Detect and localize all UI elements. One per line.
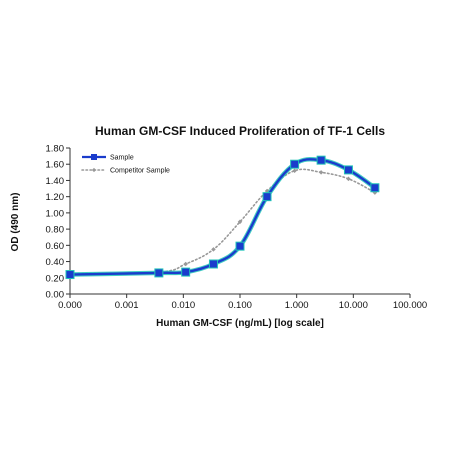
x-tick-label: 0.001	[115, 300, 139, 311]
y-tick-label: 1.60	[46, 160, 65, 171]
series-line-glow	[67, 157, 378, 277]
series-sample	[65, 155, 380, 280]
plot-area	[65, 155, 380, 280]
data-point	[154, 268, 164, 278]
chart-title: Human GM-CSF Induced Proliferation of TF…	[95, 124, 385, 138]
x-tick-label: 10.000	[339, 300, 368, 311]
x-tick-label: 100.000	[393, 300, 427, 311]
data-point	[208, 259, 218, 269]
data-point	[346, 176, 351, 182]
legend: Sample Competitor Sample	[81, 154, 170, 175]
data-point	[211, 247, 216, 252]
series-line	[69, 168, 376, 275]
data-point	[65, 270, 75, 280]
y-tick-label: 1.80	[46, 144, 65, 155]
y-axis-label: OD (490 nm)	[10, 193, 21, 252]
x-axis-label: Human GM-CSF (ng/mL) [log scale]	[156, 318, 324, 329]
data-point	[183, 261, 188, 267]
y-tick-label: 0.20	[46, 273, 65, 284]
y-tick-label: 0.60	[46, 241, 65, 252]
data-point	[181, 267, 191, 277]
y-tick-label: 1.20	[46, 192, 65, 203]
data-point	[235, 241, 245, 251]
legend-label-sample: Sample	[110, 155, 134, 162]
legend-label-competitor: Competitor Sample	[110, 168, 170, 175]
y-tick-label: 0.80	[46, 225, 65, 236]
data-point	[343, 165, 353, 175]
y-tick-label: 1.00	[46, 208, 65, 219]
x-tick-label: 0.100	[228, 300, 252, 311]
x-tick-label: 0.000	[58, 300, 82, 311]
y-tick-label: 0.40	[46, 257, 65, 268]
legend-marker-sample	[91, 154, 97, 160]
x-tick-label: 1.000	[285, 300, 309, 311]
data-point	[316, 155, 326, 165]
data-point	[370, 183, 380, 193]
y-tick-label: 1.40	[46, 176, 65, 187]
legend-marker-competitor	[91, 167, 97, 173]
data-point	[290, 159, 300, 169]
axes: 0.00 0.20 0.40 0.60 0.80 1.00 1.20 1.40 1.60 1.80…	[46, 144, 428, 312]
data-point	[318, 170, 324, 175]
data-point	[262, 192, 272, 202]
y-tick-label: 0.00	[46, 290, 65, 301]
data-point	[292, 168, 297, 173]
x-tick-label: 0.010	[171, 300, 195, 311]
series-line	[68, 158, 377, 276]
